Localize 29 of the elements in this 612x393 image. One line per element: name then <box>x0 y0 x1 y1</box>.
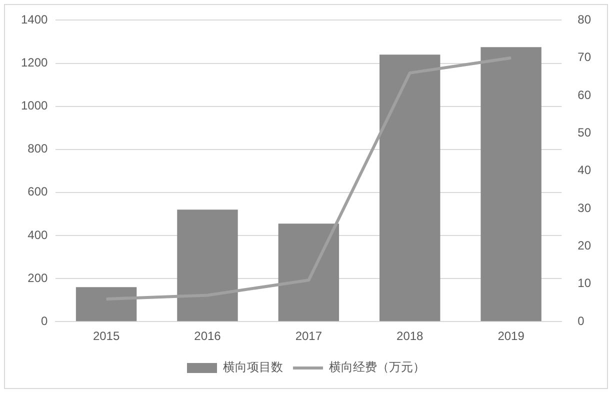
y2-tick-label: 20 <box>578 238 592 253</box>
x-tick-label: 2018 <box>396 329 424 344</box>
x-tick-label: 2019 <box>498 329 525 344</box>
y2-tick-label: 0 <box>578 314 585 328</box>
y-tick-label: 400 <box>28 228 48 242</box>
bar <box>177 210 238 322</box>
legend-label: 横向项目数 <box>223 360 283 374</box>
y-tick-label: 200 <box>28 270 48 285</box>
y2-tick-label: 30 <box>578 200 592 215</box>
y-tick-label: 0 <box>41 314 48 328</box>
y-tick-label: 600 <box>28 184 48 199</box>
legend-label: 横向经费（万元） <box>329 360 425 374</box>
y2-tick-label: 10 <box>578 276 592 290</box>
y-tick-label: 800 <box>28 142 48 156</box>
bar <box>76 287 137 322</box>
y2-tick-label: 60 <box>578 88 592 102</box>
bar <box>380 54 440 322</box>
y2-tick-label: 40 <box>578 163 592 178</box>
bar <box>480 47 542 322</box>
y-tick-label: 1000 <box>20 98 48 113</box>
x-tick-label: 2016 <box>194 329 222 344</box>
y-tick-label: 1200 <box>20 56 48 70</box>
y2-tick-label: 70 <box>578 50 592 64</box>
y2-tick-label: 80 <box>578 12 592 27</box>
y-tick-label: 1400 <box>20 12 48 27</box>
y2-tick-label: 50 <box>578 126 592 140</box>
x-tick-label: 2017 <box>295 329 322 344</box>
bar <box>278 224 340 322</box>
x-tick-label: 2015 <box>92 329 120 344</box>
